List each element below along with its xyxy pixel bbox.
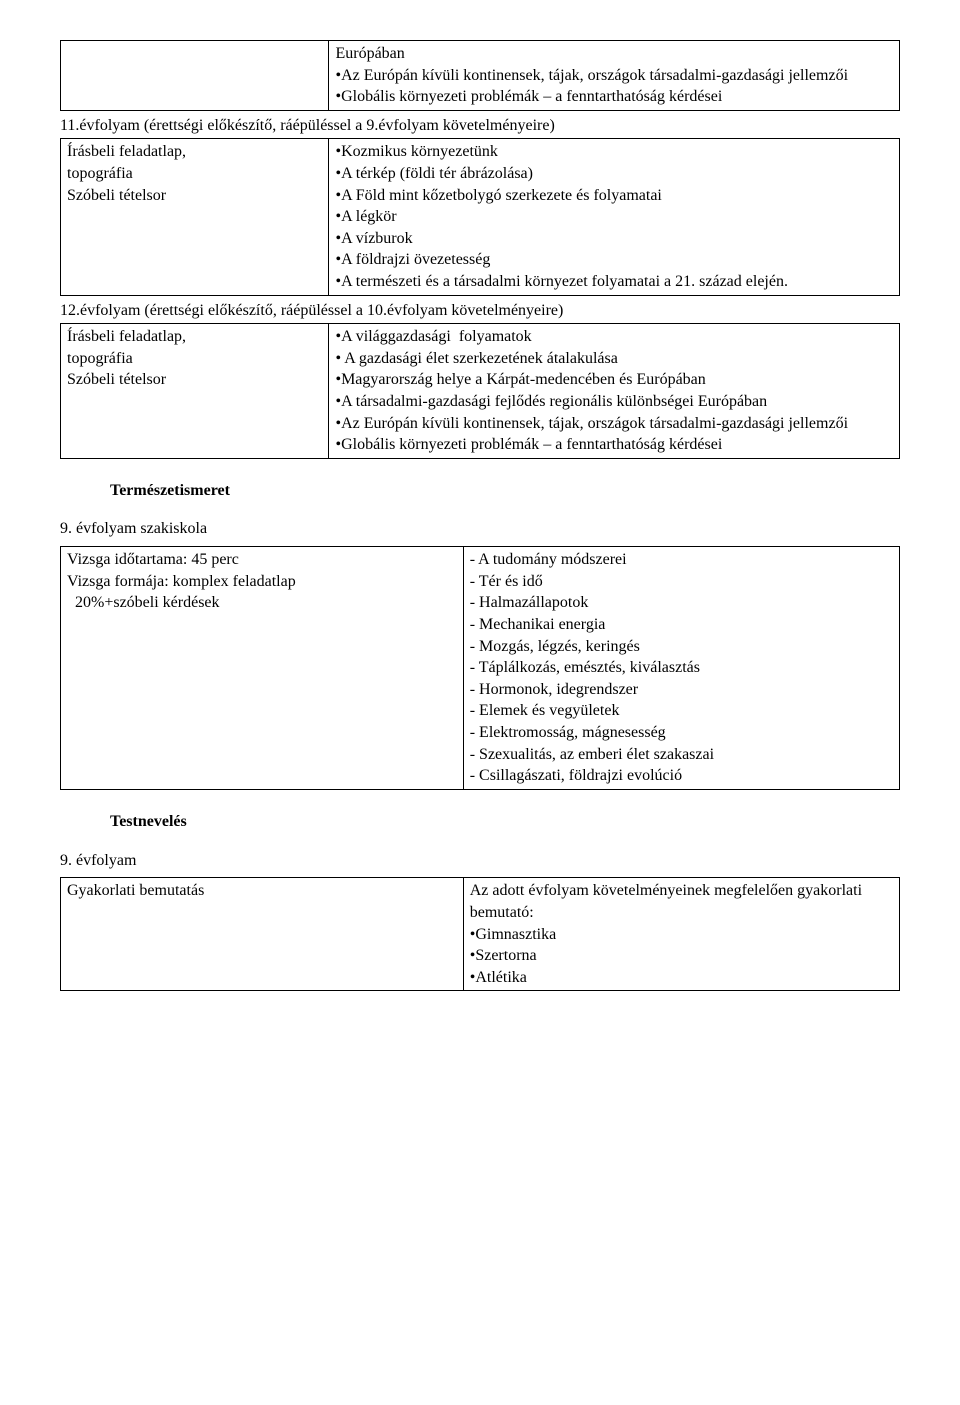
cell-right-1: Európában •Az Európán kívüli kontinensek…	[329, 41, 900, 111]
cell-left-3: Írásbeli feladatlap, topográfia Szóbeli …	[61, 324, 329, 459]
cell-right-4: - A tudomány módszerei - Tér és idő - Ha…	[463, 547, 899, 790]
heading-termeszetismeret: Természetismeret	[110, 481, 900, 502]
subheading-grade-9: 9. évfolyam	[60, 851, 900, 872]
cell-left-1	[61, 41, 329, 111]
line-grade-12: 12.évfolyam (érettségi előkészítő, ráépü…	[60, 300, 900, 322]
cell-right-3: •A világgazdasági folyamatok • A gazdasá…	[329, 324, 900, 459]
table-row-4: Vizsga időtartama: 45 perc Vizsga formáj…	[60, 546, 900, 790]
table-row-3: Írásbeli feladatlap, topográfia Szóbeli …	[60, 323, 900, 459]
table-row-2: Írásbeli feladatlap, topográfia Szóbeli …	[60, 138, 900, 295]
cell-right-2: •Kozmikus környezetünk •A térkép (földi …	[329, 139, 900, 295]
subheading-grade-9-szakiskola: 9. évfolyam szakiskola	[60, 519, 900, 540]
cell-right-5: Az adott évfolyam követelményeinek megfe…	[463, 878, 899, 991]
cell-left-4: Vizsga időtartama: 45 perc Vizsga formáj…	[61, 547, 464, 790]
table-row-1: Európában •Az Európán kívüli kontinensek…	[60, 40, 900, 111]
cell-left-5: Gyakorlati bemutatás	[61, 878, 464, 991]
table-row-5: Gyakorlati bemutatás Az adott évfolyam k…	[60, 877, 900, 991]
cell-left-2: Írásbeli feladatlap, topográfia Szóbeli …	[61, 139, 329, 295]
line-grade-11: 11.évfolyam (érettségi előkészítő, ráépü…	[60, 115, 900, 137]
heading-testneveles: Testnevelés	[110, 812, 900, 833]
